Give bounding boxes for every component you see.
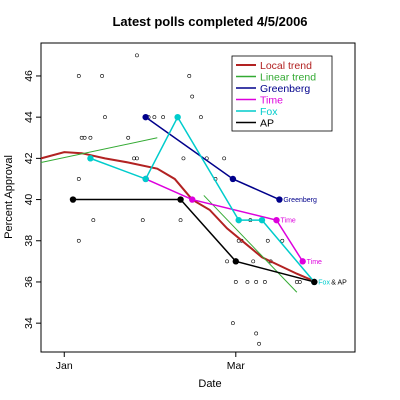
legend-label: Fox (260, 106, 278, 118)
poll-point (297, 280, 302, 284)
annotation-label: Time (307, 259, 322, 266)
poll-point (187, 74, 192, 78)
poll-point (161, 115, 166, 120)
poll-point (262, 280, 267, 284)
poll-point (265, 238, 270, 243)
y-tick-label: 38 (23, 235, 35, 247)
series-point-time (273, 216, 280, 224)
poll-point (245, 280, 250, 284)
series-lines (40, 115, 315, 293)
y-axis: 34 36 38 40 42 44 46 (23, 70, 41, 329)
poll-point (76, 177, 81, 181)
poll-point (233, 280, 238, 284)
series-point-fox (174, 113, 181, 121)
poll-point (91, 218, 96, 223)
series-point-time (188, 196, 196, 203)
poll-point (126, 135, 131, 140)
x-tick-label: Jan (56, 360, 73, 372)
y-tick-label: 40 (23, 194, 35, 206)
legend-box (231, 55, 333, 132)
y-tick-label: 36 (23, 276, 35, 288)
annotation-label: Time (281, 218, 296, 225)
annotations: Greenberg Time Time Fox & AP (281, 197, 348, 286)
poll-points (76, 53, 302, 346)
series-point-greenberg (229, 175, 237, 183)
poll-point (230, 321, 235, 326)
poll-point (222, 156, 227, 161)
y-tick-label: 34 (23, 317, 35, 329)
series-point-fox (142, 175, 149, 183)
x-axis: Jan Mar (56, 352, 246, 372)
series-point-fox (258, 216, 266, 224)
poll-point (199, 115, 203, 120)
series-line-linear-trend (40, 137, 158, 163)
x-tick-label: Mar (227, 360, 246, 372)
poll-point (280, 238, 285, 243)
annotation-label: Greenberg (283, 197, 317, 204)
series-point-ap (232, 258, 239, 265)
poll-point (76, 74, 81, 78)
series-point-greenberg (276, 196, 283, 203)
poll-point (225, 259, 229, 264)
poll-point (100, 74, 104, 78)
annotation-label: Fox (318, 279, 330, 286)
poll-point (135, 53, 139, 58)
legend-label: Local trend (260, 60, 312, 72)
series-point-time (299, 258, 306, 265)
poll-point (257, 341, 261, 346)
poll-point (140, 218, 145, 223)
series-line-linear-trend-segment (203, 195, 298, 293)
y-tick-label: 42 (23, 152, 35, 164)
legend-label: Greenberg (260, 83, 310, 95)
annotation-label: & AP (331, 279, 347, 286)
series-point-ap (177, 196, 184, 203)
plot-frame (40, 42, 356, 353)
series-point-ap (311, 278, 318, 286)
poll-point (152, 115, 157, 120)
series-point-fox (87, 155, 94, 162)
series-line-time (145, 178, 304, 262)
poll-point (88, 135, 93, 140)
poll-point (103, 115, 107, 120)
x-axis-label: Date (198, 378, 221, 390)
poll-point (135, 156, 139, 161)
legend-label: Time (260, 95, 283, 107)
legend-label: AP (260, 118, 274, 130)
poll-point (76, 238, 81, 243)
series-line-fox (90, 115, 315, 283)
poll-point (254, 280, 259, 284)
series-point-greenberg (142, 113, 149, 121)
y-tick-label: 46 (23, 70, 35, 82)
series-point-ap (69, 196, 77, 203)
poll-point (181, 156, 186, 161)
series-line-ap (72, 198, 315, 283)
poll-point (82, 135, 87, 140)
poll-point (178, 218, 183, 223)
series-line-local-trend (40, 151, 312, 281)
y-axis-label: Percent Approval (3, 155, 15, 239)
series-markers (69, 113, 318, 286)
legend-label: Linear trend (260, 72, 316, 84)
series-point-fox (235, 216, 242, 224)
poll-point (254, 331, 259, 336)
y-tick-label: 44 (23, 111, 35, 123)
poll-point (190, 94, 195, 99)
chart-title: Latest polls completed 4/5/2006 (112, 14, 307, 29)
poll-point (251, 259, 256, 264)
